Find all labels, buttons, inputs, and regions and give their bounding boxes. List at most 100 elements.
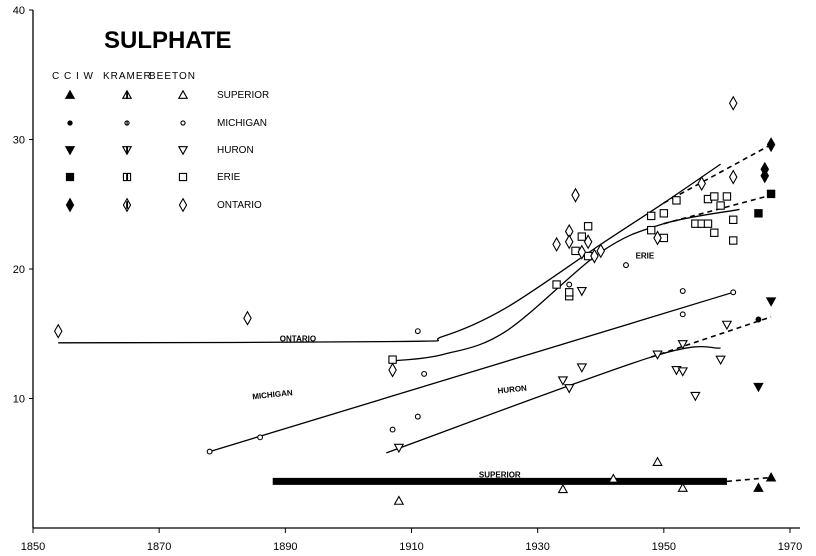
- legend-erie-marker-open: [178, 172, 188, 182]
- legend-header-kramer: KRAMER: [103, 71, 152, 82]
- ontario-beeton-point: [53, 323, 63, 339]
- erie-beeton-point: [703, 219, 713, 228]
- ontario-beeton-point: [571, 187, 580, 203]
- x-tick-label: 1870: [147, 541, 171, 553]
- ontario-beeton-point: [653, 230, 662, 246]
- superior-curve-label: SUPERIOR: [479, 470, 521, 479]
- axes: [32, 10, 800, 529]
- legend-label-ontario: ONTARIO: [217, 200, 262, 211]
- michigan-beeton-point: [206, 448, 213, 455]
- michigan-curve-label: MICHIGAN: [252, 388, 293, 401]
- x-tick-label: 1850: [21, 541, 45, 553]
- michigan-beeton-point: [679, 311, 686, 318]
- ontario-beeton-point: [552, 236, 561, 252]
- huron-beeton-point: [576, 287, 588, 297]
- erie-ccjw-point: [766, 189, 776, 199]
- legend-michigan-marker-half: [124, 120, 130, 126]
- huron-beeton-point: [576, 363, 588, 373]
- legend-ontario-marker-open: [178, 197, 188, 213]
- superior-projection-dashed: [726, 476, 772, 483]
- legend-huron-marker-filled: [64, 146, 76, 156]
- superior-beeton-point: [557, 483, 569, 494]
- huron-beeton-point: [690, 391, 701, 402]
- michigan-curve: [209, 291, 734, 453]
- superior-beeton-point: [393, 495, 405, 505]
- superior-ccjw-point: [753, 482, 764, 492]
- erie-beeton-point: [565, 288, 574, 297]
- huron-beeton-point: [715, 355, 726, 366]
- legend-superior-marker-open: [177, 89, 189, 99]
- michigan-beeton-point: [414, 413, 421, 420]
- huron-projection-dashed: [650, 316, 772, 358]
- legend-header-beeton: BEETON: [149, 71, 196, 82]
- huron-beeton-point: [652, 350, 663, 360]
- legend-ontario-marker-filled: [65, 197, 75, 213]
- erie-beeton-point: [647, 225, 656, 235]
- ontario-beeton-point: [243, 310, 252, 326]
- y-tick-label: 40: [13, 5, 25, 17]
- ontario-beeton-point: [590, 248, 599, 264]
- legend-label-superior: SUPERIOR: [217, 90, 269, 101]
- huron-curve-label: HURON: [497, 384, 527, 396]
- superior-ccjw-point: [765, 472, 777, 482]
- chart-title: SULPHATE: [104, 27, 232, 54]
- data-points: [53, 95, 777, 505]
- legend-michigan-marker-filled: [67, 120, 73, 126]
- erie-beeton-point: [716, 201, 725, 210]
- legend-huron-marker-half: [121, 146, 133, 156]
- huron-beeton-point: [557, 376, 569, 386]
- erie-beeton-point: [729, 236, 738, 245]
- erie-beeton-point: [722, 192, 732, 201]
- erie-beeton-point: [583, 222, 593, 231]
- x-tick-label: 1970: [778, 541, 802, 553]
- huron-beeton-point: [393, 443, 405, 454]
- legend-header-ccjw: C C I W: [52, 71, 94, 82]
- x-tick-label: 1890: [273, 541, 297, 553]
- legend-erie-marker-half: [122, 172, 132, 182]
- ontario-beeton-point: [697, 175, 706, 192]
- huron-beeton-point: [721, 320, 733, 331]
- superior-beeton-point: [652, 456, 663, 466]
- erie-beeton-point: [710, 228, 719, 237]
- x-tick-label: 1930: [525, 541, 549, 553]
- ontario-curve-label: ONTARIO: [280, 335, 316, 344]
- legend-label-huron: HURON: [217, 145, 254, 156]
- michigan-beeton-point: [679, 288, 686, 294]
- erie-ccjw-point: [754, 209, 763, 218]
- erie-beeton-point: [571, 246, 580, 256]
- ontario-curve: [58, 163, 721, 344]
- michigan-beeton-point: [730, 289, 737, 296]
- superior-beeton-point: [608, 473, 619, 483]
- y-tick-label: 30: [13, 135, 25, 147]
- michigan-beeton-point: [389, 426, 396, 433]
- ontario-projection-dashed: [663, 143, 772, 204]
- michigan-beeton-point: [623, 262, 629, 269]
- legend-huron-marker-open: [177, 146, 189, 156]
- ontario-ccjw-point: [760, 161, 770, 177]
- erie-beeton-point: [659, 209, 669, 218]
- legend-michigan-marker-open: [180, 120, 186, 126]
- ontario-beeton-point: [564, 234, 574, 250]
- huron-curve: [386, 345, 721, 454]
- superior-beeton-point: [677, 482, 688, 492]
- ontario-beeton-point: [583, 234, 593, 250]
- erie-beeton-point: [672, 196, 681, 205]
- ticks: 1850 1870 1890 1910 1930 1950 1970 10 20 30 40: [13, 5, 802, 553]
- ontario-beeton-point: [596, 243, 606, 259]
- legend-label-erie: ERIE: [217, 172, 241, 183]
- erie-beeton-point: [577, 232, 587, 241]
- ontario-beeton-point: [728, 169, 738, 185]
- y-tick-label: 10: [13, 394, 25, 406]
- erie-beeton-point: [710, 192, 719, 201]
- erie-curve-label: ERIE: [636, 252, 655, 261]
- huron-beeton-point: [563, 384, 575, 394]
- ontario-beeton-point: [577, 244, 587, 260]
- ontario-beeton-point: [388, 362, 397, 378]
- ontario-ccjw-point: [766, 137, 776, 153]
- erie-beeton-point: [552, 280, 561, 289]
- x-tick-label: 1950: [652, 541, 676, 553]
- michigan-ccjw-point: [755, 316, 762, 323]
- legend-label-michigan: MICHIGAN: [217, 118, 267, 129]
- michigan-beeton-point: [566, 281, 573, 288]
